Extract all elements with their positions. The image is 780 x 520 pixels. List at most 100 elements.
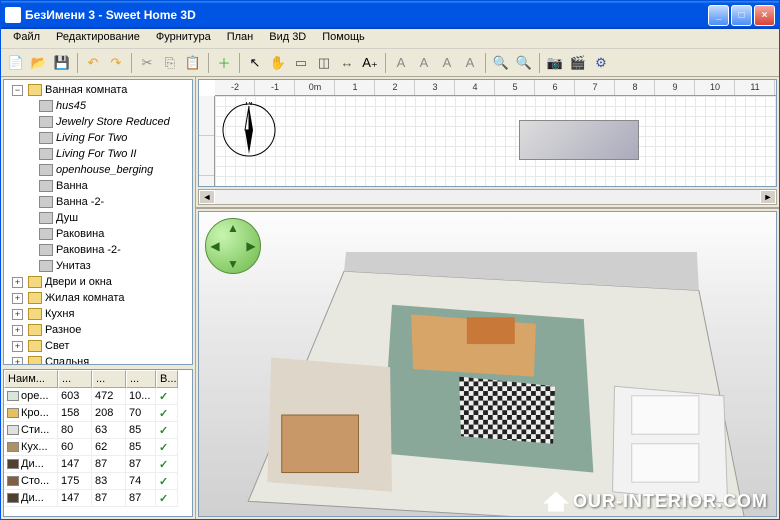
tree-row[interactable]: Душ	[6, 210, 190, 226]
menubar: ФайлРедактированиеФурнитураПланВид 3DПом…	[1, 29, 779, 49]
tree-row[interactable]: Ванна	[6, 178, 190, 194]
table-row[interactable]: оре...60347210...✓	[4, 388, 192, 405]
paste-button[interactable]: 📋	[182, 52, 204, 74]
view-3d[interactable]: ▲ ◀▶ ▼	[198, 211, 777, 517]
menu-вид 3d[interactable]: Вид 3D	[261, 29, 314, 48]
compass-icon: N	[221, 102, 277, 158]
tree-row[interactable]: hus45	[6, 98, 190, 114]
plan-hscrollbar[interactable]: ◄ ►	[198, 189, 777, 205]
tree-row[interactable]: +Разное	[6, 322, 190, 338]
table-row[interactable]: Ди...1478787✓	[4, 490, 192, 507]
table-row[interactable]: Кро...15820870✓	[4, 405, 192, 422]
big-button[interactable]: A	[436, 52, 458, 74]
table-header[interactable]: ...	[126, 370, 156, 388]
tree-row[interactable]: Раковина -2-	[6, 242, 190, 258]
photo-button[interactable]: 📷	[544, 52, 566, 74]
tree-row[interactable]: +Жилая комната	[6, 290, 190, 306]
select-icon: ↖	[250, 55, 261, 71]
big-icon: A	[443, 55, 452, 70]
room-icon: ◫	[318, 55, 330, 71]
table-header[interactable]: ...	[92, 370, 126, 388]
watermark-logo-icon	[543, 492, 569, 512]
text-button[interactable]: A₊	[359, 52, 381, 74]
dimension-button[interactable]: ↔	[336, 52, 358, 74]
plan-canvas[interactable]: -2-10m1234567891011 N	[198, 79, 777, 187]
toolbar: 📄📂💾↶↷✂⎘📋＋↖✋▭◫↔A₊AAAA🔍🔍📷🎬⚙	[1, 49, 779, 77]
zoom-out-button[interactable]: 🔍	[513, 52, 535, 74]
ruler-horizontal: -2-10m1234567891011	[215, 80, 776, 96]
tree-row[interactable]: −Ванная комната	[6, 82, 190, 98]
tree-row[interactable]: Раковина	[6, 226, 190, 242]
italic-button[interactable]: A	[413, 52, 435, 74]
table-row[interactable]: Сто...1758374✓	[4, 473, 192, 490]
open-button[interactable]: 📂	[28, 52, 50, 74]
text-icon: A₊	[362, 55, 378, 71]
left-pane: −Ванная комнатаhus45Jewelry Store Reduce…	[1, 77, 196, 519]
video-button[interactable]: 🎬	[567, 52, 589, 74]
bold-icon: A	[397, 55, 406, 70]
tree-row[interactable]: +Кухня	[6, 306, 190, 322]
wall-icon: ▭	[295, 55, 307, 71]
table-header[interactable]: В...	[156, 370, 178, 388]
bold-button[interactable]: A	[390, 52, 412, 74]
undo-button[interactable]: ↶	[82, 52, 104, 74]
tree-row[interactable]: Living For Two	[6, 130, 190, 146]
tree-row[interactable]: Унитаз	[6, 258, 190, 274]
table-header[interactable]: ...	[58, 370, 92, 388]
table-header[interactable]: Наим...	[4, 370, 58, 388]
table-row[interactable]: Кух...606285✓	[4, 439, 192, 456]
scroll-left-icon[interactable]: ◄	[199, 190, 215, 204]
minimize-button[interactable]: _	[708, 5, 729, 26]
menu-план[interactable]: План	[219, 29, 262, 48]
scroll-right-icon[interactable]: ►	[760, 190, 776, 204]
pan-button[interactable]: ✋	[267, 52, 289, 74]
app-icon	[5, 7, 21, 23]
furniture-table[interactable]: Наим............В...оре...60347210...✓Кр…	[3, 369, 193, 517]
nav-left-icon[interactable]: ◀	[206, 237, 224, 255]
tree-row[interactable]: +Спальня	[6, 354, 190, 365]
add-furniture-button[interactable]: ＋	[213, 52, 235, 74]
tree-row[interactable]: +Двери и окна	[6, 274, 190, 290]
tree-row[interactable]: Ванна -2-	[6, 194, 190, 210]
plan-grid	[215, 96, 776, 186]
ruler-vertical	[199, 96, 215, 186]
app-window: БезИмени 3 - Sweet Home 3D _ □ × ФайлРед…	[0, 0, 780, 520]
small-button[interactable]: A	[459, 52, 481, 74]
maximize-button[interactable]: □	[731, 5, 752, 26]
redo-icon: ↷	[111, 55, 122, 71]
menu-файл[interactable]: Файл	[5, 29, 48, 48]
save-button[interactable]: 💾	[51, 52, 73, 74]
tree-row[interactable]: Jewelry Store Reduced	[6, 114, 190, 130]
video-icon: 🎬	[570, 55, 586, 71]
add-furniture-icon: ＋	[217, 53, 230, 72]
close-button[interactable]: ×	[754, 5, 775, 26]
plan-2d-view: -2-10m1234567891011 N ◄ ►	[196, 77, 779, 209]
prefs-button[interactable]: ⚙	[590, 52, 612, 74]
new-button[interactable]: 📄	[5, 52, 27, 74]
new-icon: 📄	[8, 55, 24, 71]
titlebar: БезИмени 3 - Sweet Home 3D _ □ ×	[1, 1, 779, 29]
3d-scene	[229, 252, 766, 517]
table-row[interactable]: Сти...806385✓	[4, 422, 192, 439]
italic-icon: A	[420, 55, 429, 70]
nav-up-icon[interactable]: ▲	[224, 219, 242, 237]
wall-button[interactable]: ▭	[290, 52, 312, 74]
select-button[interactable]: ↖	[244, 52, 266, 74]
right-pane: -2-10m1234567891011 N ◄ ►	[196, 77, 779, 519]
open-icon: 📂	[31, 55, 47, 71]
menu-помощь[interactable]: Помощь	[314, 29, 373, 48]
cut-button[interactable]: ✂	[136, 52, 158, 74]
table-row[interactable]: Ди...1478787✓	[4, 456, 192, 473]
menu-редактирование[interactable]: Редактирование	[48, 29, 148, 48]
copy-button[interactable]: ⎘	[159, 52, 181, 74]
redo-button[interactable]: ↷	[105, 52, 127, 74]
menu-фурнитура[interactable]: Фурнитура	[148, 29, 219, 48]
paste-icon: 📋	[185, 55, 201, 71]
tree-row[interactable]: +Свет	[6, 338, 190, 354]
catalog-tree[interactable]: −Ванная комнатаhus45Jewelry Store Reduce…	[3, 79, 193, 365]
zoom-in-icon: 🔍	[493, 55, 509, 71]
tree-row[interactable]: openhouse_berging	[6, 162, 190, 178]
tree-row[interactable]: Living For Two II	[6, 146, 190, 162]
room-button[interactable]: ◫	[313, 52, 335, 74]
zoom-in-button[interactable]: 🔍	[490, 52, 512, 74]
